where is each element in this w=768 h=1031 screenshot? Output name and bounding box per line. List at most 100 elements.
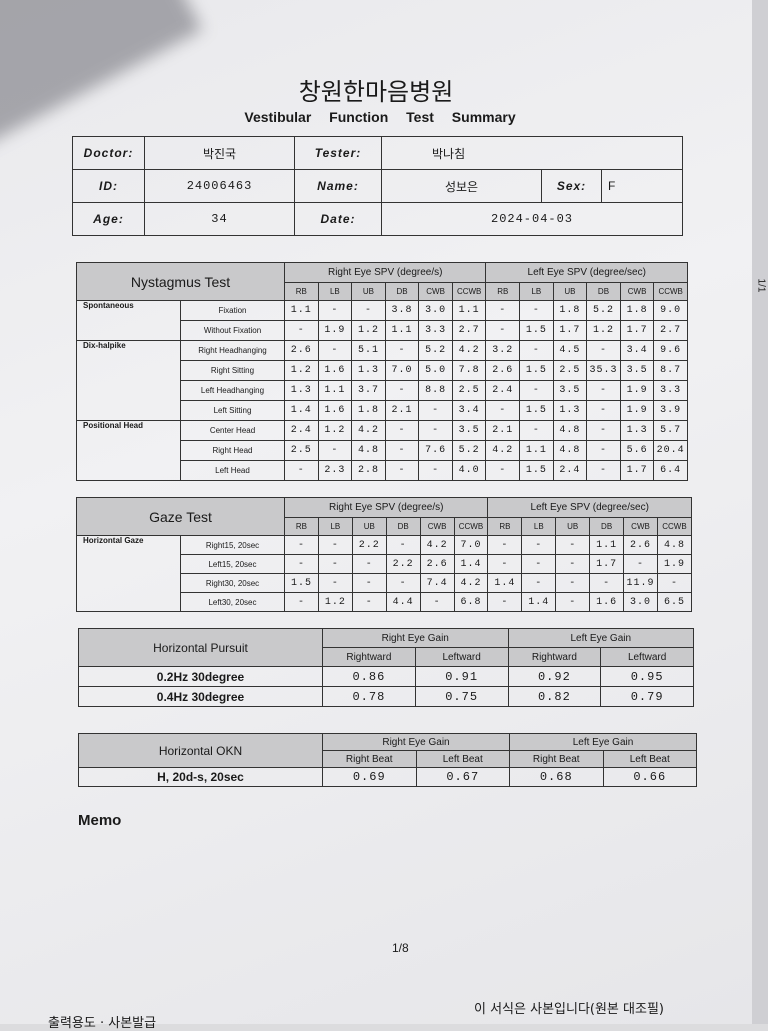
right-eye-value: 1.2 [351,320,386,341]
left-eye-value: - [487,535,523,555]
left-eye-value: 9.6 [653,340,688,361]
left-eye-value: 2.6 [623,535,658,555]
right-eye-value: 5.2 [451,440,487,461]
condition-label: Left30, 20sec [180,592,285,612]
left-eye-header: Left Eye SPV (degree/sec) [485,262,688,283]
left-eye-value: 2.4 [485,380,521,401]
left-eye-value: 1.7 [619,320,655,341]
right-eye-value: - [385,573,421,593]
left-eye-value: - [586,420,621,441]
doctor-label: Doctor: [72,136,145,170]
right-eye-header: Right Eye SPV (degree/s) [283,262,487,283]
condition-label: Right30, 20sec [180,573,285,593]
column-header-ccwb: CCWB [653,282,688,301]
right-eye-value: 1.2 [284,360,319,381]
right-eye-value: 7.0 [453,535,489,555]
condition-label: 0.4Hz 30degree [78,686,323,707]
column-header-ccwb: CCWB [451,282,487,301]
left-eye-value: - [519,380,554,401]
right-eye-value: 4.8 [351,440,386,461]
left-eye-value: 4.8 [656,535,693,555]
right-eye-value: 7.0 [384,360,420,381]
right-eye-value: - [384,380,420,401]
table-row: 0.4Hz 30degree 0.78 0.75 0.82 0.79 [78,686,694,707]
right-eye-value: - [418,420,453,441]
left-eye-value: 1.1 [589,535,625,555]
table-row: Horizontal Gaze Right15, 20sec - -2.2-4.2 7.… [76,535,693,612]
left-eye-value: 5.2 [586,300,621,321]
gaze-title: Gaze Test [76,497,285,536]
gain-value: 0.86 [322,666,416,687]
left-eye-value: - [521,573,557,593]
left-eye-value: 5.6 [619,440,655,461]
left-eye-value: - [623,554,658,574]
right-eye-value: - [284,592,319,612]
next-page-edge [752,0,768,1024]
right-eye-value: 1.2 [317,592,353,612]
right-eye-header: Right Eye SPV (degree/s) [283,497,489,518]
left-eye-value: 1.7 [619,460,655,481]
group-label: Dix-halpike [76,340,181,421]
table-row: Left Sitting 1.4 1.6 1.8 2.1-3.4-1.5 1.3-1.9 3… [77,400,688,421]
right-eye-value: 1.1 [451,300,487,321]
right-eye-value: - [284,554,319,574]
right-eye-value: 4.2 [453,573,489,593]
report-title: Vestibular Function Test Summary [244,109,516,125]
column-header-lb: LB [521,517,557,536]
left-eye-value: 1.7 [589,554,625,574]
right-eye-value: 1.3 [284,380,319,401]
left-eye-value: - [555,554,591,574]
column-header-cwb: CWB [619,282,655,301]
left-eye-value: - [586,460,621,481]
right-eye-value: 7.6 [418,440,453,461]
right-eye-value: 6.8 [453,592,489,612]
right-eye-value: 2.6 [419,554,455,574]
column-header-ccwb: CCWB [453,517,489,536]
right-eye-gain-header: Right Eye Gain [322,628,509,648]
left-eye-value: 1.9 [619,380,655,401]
condition-label: Right Headhanging [180,340,285,361]
left-eye-value: - [586,400,621,421]
table-row: Left Headhanging 1.3 1.1 3.7-8.8 2.5 2.4-3.5-… [77,380,688,401]
right-eye-value: 1.8 [351,400,386,421]
left-eye-value: 1.4 [487,573,523,593]
group-label: Horizontal Gaze [76,535,181,612]
okn-title: Horizontal OKN [78,733,323,768]
right-eye-value: - [317,554,353,574]
left-eye-value: - [519,420,554,441]
left-eye-value: 6.5 [656,592,693,612]
left-eye-value: 1.5 [519,460,554,481]
column-header: Rightward [507,647,602,667]
age-value: 34 [144,202,295,236]
column-header-rb: RB [485,282,521,301]
date-value: 2024-04-03 [380,202,684,236]
pursuit-title: Horizontal Pursuit [78,628,323,667]
left-eye-gain-header: Left Eye Gain [507,628,694,648]
left-eye-value: 3.3 [653,380,688,401]
gain-value: 0.78 [322,686,416,707]
condition-label: Right Head [180,440,285,461]
left-eye-value: - [656,573,693,593]
date-label: Date: [294,202,382,236]
left-eye-value: 6.4 [653,460,688,481]
column-header: Left Beat [602,750,697,768]
column-header-db: DB [385,517,421,536]
gain-value: 0.82 [507,686,602,707]
left-eye-value: 9.0 [653,300,688,321]
left-eye-value: 3.9 [653,400,688,421]
condition-label: Right15, 20sec [180,535,285,555]
right-eye-value: - [351,300,386,321]
right-eye-gain-header: Right Eye Gain [322,733,510,751]
right-eye-value: 4.2 [351,420,386,441]
right-eye-value: - [418,400,453,421]
left-eye-value: - [519,300,554,321]
column-header-rb: RB [284,517,319,536]
gain-value: 0.91 [414,666,509,687]
right-eye-value: 5.2 [418,340,453,361]
column-header: Leftward [600,647,694,667]
column-header: Right Beat [509,750,604,768]
okn-test-table: Horizontal OKN Right Eye Gain Left Eye Gai… [78,733,697,787]
left-eye-value: 1.8 [552,300,588,321]
left-eye-value: - [485,400,521,421]
left-eye-value: - [586,440,621,461]
